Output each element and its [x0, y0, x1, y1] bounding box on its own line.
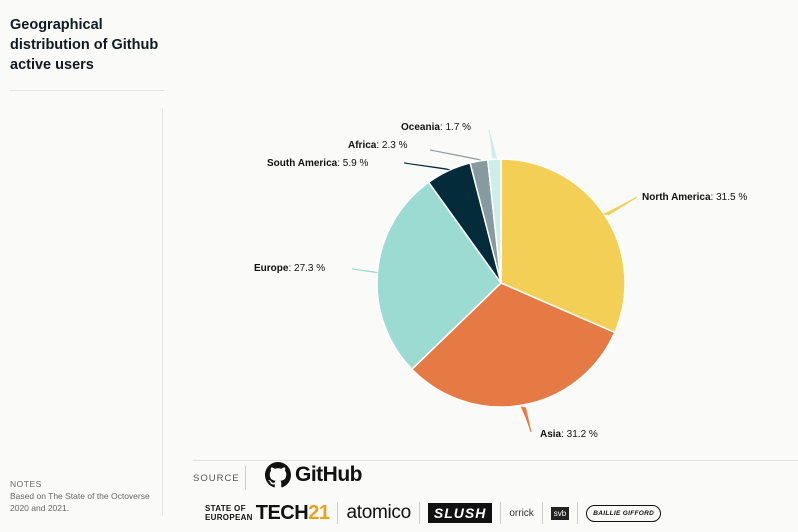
partner-separator [337, 502, 339, 524]
atomico-logo: atomico [346, 502, 411, 523]
partner-separator [500, 502, 502, 524]
source-name: GitHub [295, 463, 362, 486]
sot-line2: EUROPEAN [205, 513, 253, 522]
partner-separator [577, 502, 579, 524]
slush-logo: SLUSH [427, 503, 493, 523]
svb-logo: svb [550, 506, 570, 520]
github-logo: GitHub [265, 462, 362, 488]
leader-line-south-america [403, 162, 450, 171]
data-label-oceania: Oceania: 1.7 % [401, 122, 471, 133]
pie-slice-europe [376, 181, 502, 371]
sidebar: Geographical distribution of Github acti… [0, 0, 170, 532]
pie-slice-asia [410, 282, 616, 408]
leader-line-africa [429, 149, 481, 161]
notes-label: NOTES [10, 479, 42, 489]
sidebar-divider [162, 108, 163, 516]
sot-line1: STATE OF [205, 504, 246, 513]
svb-wordmark: svb [550, 506, 570, 520]
chart-title: Geographical distribution of Github acti… [10, 17, 159, 73]
github-octocat-icon [265, 462, 291, 488]
leader-line-oceania [488, 129, 497, 159]
baillie-gifford-logo: BAILLIE GIFFORD [586, 504, 662, 522]
data-label-asia: Asia: 31.2 % [540, 429, 598, 440]
data-label-south-america: South America: 5.9 % [267, 158, 368, 169]
sot-year: 21 [308, 501, 330, 524]
orrick-logo: orrick [509, 507, 534, 519]
partner-logos: STATE OF EUROPEAN TECH 21 atomico SLUSH … [205, 500, 662, 526]
partner-separator [541, 502, 543, 524]
leader-line-asia [520, 406, 532, 433]
title-divider [10, 90, 164, 91]
pie-slice-oceania [486, 158, 502, 284]
pie-slice-north-america [500, 158, 626, 334]
source-separator [245, 466, 246, 490]
pie-chart: North America: 31.5 % Asia: 31.2 % Europe:… [254, 122, 747, 440]
leader-line-europe [351, 268, 378, 274]
sot-tech: TECH [255, 501, 309, 524]
data-label-europe: Europe: 27.3 % [254, 263, 325, 274]
footer-divider [193, 460, 798, 461]
data-label-africa: Africa: 2.3 % [348, 140, 408, 151]
leader-line-north-america [602, 196, 638, 216]
notes-text: Based on The State of the Octoverse 2020… [10, 491, 150, 513]
source-label: SOURCE [193, 473, 240, 484]
notes: NOTES Based on The State of the Octovers… [10, 478, 160, 514]
data-label-north-america: North America: 31.5 % [642, 192, 747, 203]
partner-separator [418, 502, 420, 524]
state-of-european-tech-logo: STATE OF EUROPEAN TECH 21 [205, 501, 330, 525]
